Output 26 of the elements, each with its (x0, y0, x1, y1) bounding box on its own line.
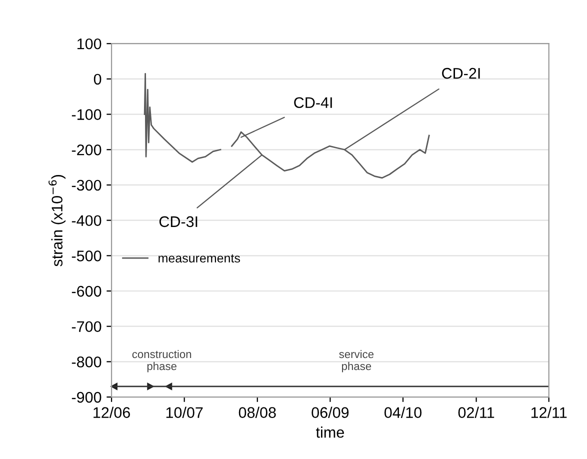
x-tick-label: 12/11 (531, 406, 567, 418)
y-tick-label: -700 (72, 321, 102, 332)
y-tick-label: 0 (94, 74, 102, 85)
y-tick-label: -900 (72, 392, 102, 403)
x-tick-label: 10/07 (166, 406, 203, 418)
y-tick-label: -300 (72, 180, 102, 191)
y-axis-title: strain (x10$^{−6}$) (48, 174, 66, 266)
x-axis-title: time (316, 426, 344, 438)
y-tick-label: -200 (72, 144, 102, 156)
x-tick-label: 12/06 (94, 406, 130, 418)
y-tick-label: -600 (72, 286, 102, 297)
annotation: CD-3I (159, 216, 198, 228)
x-tick-label: 06/09 (312, 406, 349, 418)
annotation: CD-4I (294, 97, 332, 108)
annotation: service phase (339, 350, 374, 372)
annotation: construction phase (132, 350, 192, 372)
x-tick-label: 08/08 (238, 406, 276, 418)
y-tick-label: -500 (72, 250, 102, 262)
x-tick-label: 04/10 (384, 406, 422, 418)
legend-label: measurements (158, 254, 240, 263)
y-tick-label: 100 (77, 38, 102, 50)
y-tick-label: -800 (72, 356, 102, 368)
annotation: CD-2I (442, 68, 480, 79)
x-tick-label: 02/11 (458, 406, 494, 418)
y-tick-label: -400 (72, 215, 102, 226)
y-tick-label: -100 (72, 109, 102, 120)
